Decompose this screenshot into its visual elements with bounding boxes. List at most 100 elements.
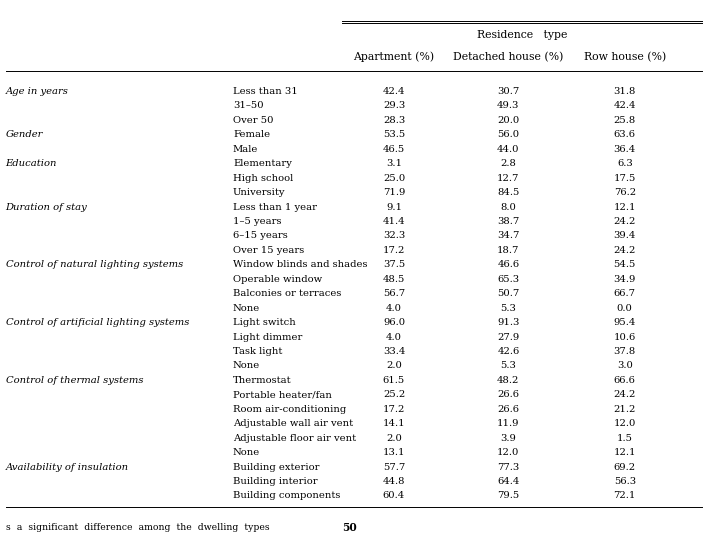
Text: Over 50: Over 50 — [233, 116, 273, 125]
Text: 46.6: 46.6 — [497, 261, 520, 269]
Text: 36.4: 36.4 — [614, 145, 636, 154]
Text: 4.0: 4.0 — [386, 332, 402, 342]
Text: Portable heater/fan: Portable heater/fan — [233, 391, 332, 399]
Text: Room air-conditioning: Room air-conditioning — [233, 405, 346, 414]
Text: 42.4: 42.4 — [383, 87, 405, 96]
Text: Adjustable wall air vent: Adjustable wall air vent — [233, 419, 353, 428]
Text: 57.7: 57.7 — [383, 462, 405, 472]
Text: 95.4: 95.4 — [614, 318, 636, 327]
Text: 25.2: 25.2 — [383, 391, 405, 399]
Text: High school: High school — [233, 174, 293, 183]
Text: 12.7: 12.7 — [497, 174, 520, 183]
Text: Building exterior: Building exterior — [233, 462, 320, 472]
Text: 31–50: 31–50 — [233, 102, 263, 110]
Text: 49.3: 49.3 — [497, 102, 520, 110]
Text: 56.7: 56.7 — [383, 289, 405, 298]
Text: None: None — [233, 304, 261, 313]
Text: Apartment (%): Apartment (%) — [354, 52, 434, 63]
Text: Control of natural lighting systems: Control of natural lighting systems — [6, 261, 183, 269]
Text: 2.0: 2.0 — [386, 434, 402, 443]
Text: 64.4: 64.4 — [497, 477, 520, 486]
Text: 32.3: 32.3 — [383, 232, 405, 240]
Text: 38.7: 38.7 — [497, 217, 520, 226]
Text: 14.1: 14.1 — [383, 419, 405, 428]
Text: 48.5: 48.5 — [383, 275, 405, 284]
Text: Row house (%): Row house (%) — [584, 52, 666, 62]
Text: Balconies or terraces: Balconies or terraces — [233, 289, 342, 298]
Text: 79.5: 79.5 — [497, 491, 520, 500]
Text: 17.2: 17.2 — [383, 246, 405, 255]
Text: Window blinds and shades: Window blinds and shades — [233, 261, 368, 269]
Text: 20.0: 20.0 — [497, 116, 520, 125]
Text: 5.3: 5.3 — [501, 361, 516, 370]
Text: Gender: Gender — [6, 131, 43, 139]
Text: 39.4: 39.4 — [614, 232, 636, 240]
Text: Duration of stay: Duration of stay — [6, 202, 88, 212]
Text: 46.5: 46.5 — [383, 145, 405, 154]
Text: Thermostat: Thermostat — [233, 376, 292, 385]
Text: None: None — [233, 448, 261, 457]
Text: 76.2: 76.2 — [614, 188, 636, 197]
Text: Residence   type: Residence type — [477, 30, 568, 40]
Text: Control of artificial lighting systems: Control of artificial lighting systems — [6, 318, 189, 327]
Text: 61.5: 61.5 — [383, 376, 405, 385]
Text: 6.3: 6.3 — [617, 159, 633, 168]
Text: 42.6: 42.6 — [497, 347, 520, 356]
Text: 27.9: 27.9 — [497, 332, 520, 342]
Text: 17.5: 17.5 — [614, 174, 636, 183]
Text: 69.2: 69.2 — [614, 462, 636, 472]
Text: 53.5: 53.5 — [383, 131, 405, 139]
Text: Education: Education — [6, 159, 57, 168]
Text: 21.2: 21.2 — [614, 405, 636, 414]
Text: None: None — [233, 361, 261, 370]
Text: 50.7: 50.7 — [497, 289, 520, 298]
Text: 26.6: 26.6 — [497, 405, 520, 414]
Text: 24.2: 24.2 — [614, 246, 636, 255]
Text: 25.0: 25.0 — [383, 174, 405, 183]
Text: 0.0: 0.0 — [617, 304, 633, 313]
Text: University: University — [233, 188, 285, 197]
Text: 29.3: 29.3 — [383, 102, 405, 110]
Text: Availability of insulation: Availability of insulation — [6, 462, 128, 472]
Text: 50: 50 — [342, 522, 357, 533]
Text: 11.9: 11.9 — [497, 419, 520, 428]
Text: 12.0: 12.0 — [497, 448, 520, 457]
Text: 30.7: 30.7 — [497, 87, 520, 96]
Text: Over 15 years: Over 15 years — [233, 246, 304, 255]
Text: 31.8: 31.8 — [614, 87, 636, 96]
Text: 18.7: 18.7 — [497, 246, 520, 255]
Text: Building interior: Building interior — [233, 477, 318, 486]
Text: Light dimmer: Light dimmer — [233, 332, 302, 342]
Text: 41.4: 41.4 — [383, 217, 405, 226]
Text: Building components: Building components — [233, 491, 340, 500]
Text: Operable window: Operable window — [233, 275, 322, 284]
Text: 44.0: 44.0 — [497, 145, 520, 154]
Text: 17.2: 17.2 — [383, 405, 405, 414]
Text: 72.1: 72.1 — [614, 491, 636, 500]
Text: 48.2: 48.2 — [497, 376, 520, 385]
Text: Age in years: Age in years — [6, 87, 68, 96]
Text: 4.0: 4.0 — [386, 304, 402, 313]
Text: Less than 31: Less than 31 — [233, 87, 298, 96]
Text: 66.6: 66.6 — [614, 376, 635, 385]
Text: 42.4: 42.4 — [614, 102, 636, 110]
Text: 56.3: 56.3 — [614, 477, 636, 486]
Text: Light switch: Light switch — [233, 318, 296, 327]
Text: 2.8: 2.8 — [501, 159, 516, 168]
Text: 33.4: 33.4 — [383, 347, 405, 356]
Text: 44.8: 44.8 — [383, 477, 405, 486]
Text: 24.2: 24.2 — [614, 391, 636, 399]
Text: 54.5: 54.5 — [614, 261, 636, 269]
Text: 12.0: 12.0 — [614, 419, 636, 428]
Text: 91.3: 91.3 — [497, 318, 520, 327]
Text: 63.6: 63.6 — [614, 131, 636, 139]
Text: 5.3: 5.3 — [501, 304, 516, 313]
Text: Control of thermal systems: Control of thermal systems — [6, 376, 143, 385]
Text: 6–15 years: 6–15 years — [233, 232, 288, 240]
Text: 12.1: 12.1 — [614, 202, 636, 212]
Text: 2.0: 2.0 — [386, 361, 402, 370]
Text: 1–5 years: 1–5 years — [233, 217, 282, 226]
Text: 60.4: 60.4 — [383, 491, 405, 500]
Text: 66.7: 66.7 — [614, 289, 636, 298]
Text: Female: Female — [233, 131, 270, 139]
